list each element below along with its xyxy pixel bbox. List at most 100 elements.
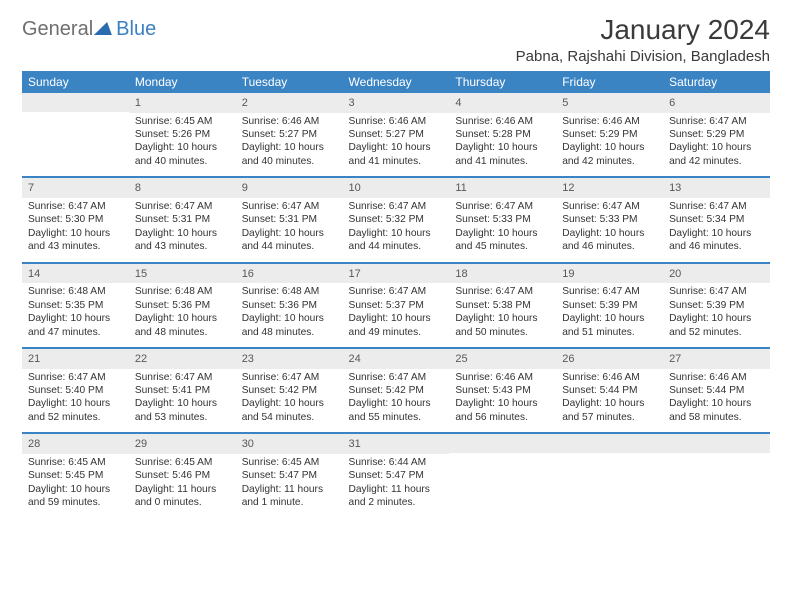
day-info: Sunrise: 6:47 AMSunset: 5:31 PMDaylight:… — [236, 198, 343, 262]
day-cell: 4Sunrise: 6:46 AMSunset: 5:28 PMDaylight… — [449, 93, 556, 177]
day-cell: 12Sunrise: 6:47 AMSunset: 5:33 PMDayligh… — [556, 178, 663, 262]
day-cell: 8Sunrise: 6:47 AMSunset: 5:31 PMDaylight… — [129, 178, 236, 262]
weekday-header: Sunday — [22, 71, 129, 93]
month-title: January 2024 — [516, 14, 770, 46]
weekday-header: Thursday — [449, 71, 556, 93]
day-cell: 19Sunrise: 6:47 AMSunset: 5:39 PMDayligh… — [556, 264, 663, 348]
day-cell: 5Sunrise: 6:46 AMSunset: 5:29 PMDaylight… — [556, 93, 663, 177]
day-info: Sunrise: 6:47 AMSunset: 5:32 PMDaylight:… — [343, 198, 450, 262]
day-cell: 20Sunrise: 6:47 AMSunset: 5:39 PMDayligh… — [663, 264, 770, 348]
logo-text-blue: Blue — [116, 18, 156, 41]
day-number: 8 — [129, 178, 236, 198]
day-number: 20 — [663, 264, 770, 284]
day-number: 10 — [343, 178, 450, 198]
day-cell: 18Sunrise: 6:47 AMSunset: 5:38 PMDayligh… — [449, 264, 556, 348]
day-info: Sunrise: 6:47 AMSunset: 5:39 PMDaylight:… — [663, 283, 770, 347]
day-cell: 26Sunrise: 6:46 AMSunset: 5:44 PMDayligh… — [556, 349, 663, 433]
day-number: 5 — [556, 93, 663, 113]
day-number: 15 — [129, 264, 236, 284]
day-number: 30 — [236, 434, 343, 454]
day-cell — [449, 434, 556, 517]
day-number: 16 — [236, 264, 343, 284]
day-number: 19 — [556, 264, 663, 284]
day-cell: 9Sunrise: 6:47 AMSunset: 5:31 PMDaylight… — [236, 178, 343, 262]
location-text: Pabna, Rajshahi Division, Bangladesh — [516, 48, 770, 65]
day-cell: 16Sunrise: 6:48 AMSunset: 5:36 PMDayligh… — [236, 264, 343, 348]
day-number: 7 — [22, 178, 129, 198]
day-info: Sunrise: 6:45 AMSunset: 5:45 PMDaylight:… — [22, 454, 129, 518]
day-info: Sunrise: 6:47 AMSunset: 5:29 PMDaylight:… — [663, 113, 770, 177]
day-number: 12 — [556, 178, 663, 198]
day-info: Sunrise: 6:47 AMSunset: 5:40 PMDaylight:… — [22, 369, 129, 433]
week-row: 28Sunrise: 6:45 AMSunset: 5:45 PMDayligh… — [22, 434, 770, 517]
day-cell: 2Sunrise: 6:46 AMSunset: 5:27 PMDaylight… — [236, 93, 343, 177]
day-info: Sunrise: 6:46 AMSunset: 5:27 PMDaylight:… — [236, 113, 343, 177]
calendar-table: SundayMondayTuesdayWednesdayThursdayFrid… — [22, 71, 770, 518]
day-info: Sunrise: 6:46 AMSunset: 5:43 PMDaylight:… — [449, 369, 556, 433]
day-info: Sunrise: 6:47 AMSunset: 5:31 PMDaylight:… — [129, 198, 236, 262]
day-number: 23 — [236, 349, 343, 369]
day-info: Sunrise: 6:45 AMSunset: 5:46 PMDaylight:… — [129, 454, 236, 518]
day-number: 28 — [22, 434, 129, 454]
day-info: Sunrise: 6:46 AMSunset: 5:29 PMDaylight:… — [556, 113, 663, 177]
day-cell: 1Sunrise: 6:45 AMSunset: 5:26 PMDaylight… — [129, 93, 236, 177]
day-info: Sunrise: 6:47 AMSunset: 5:39 PMDaylight:… — [556, 283, 663, 347]
day-info: Sunrise: 6:47 AMSunset: 5:38 PMDaylight:… — [449, 283, 556, 347]
day-number: 24 — [343, 349, 450, 369]
day-info: Sunrise: 6:45 AMSunset: 5:26 PMDaylight:… — [129, 113, 236, 177]
day-number: 17 — [343, 264, 450, 284]
day-cell: 22Sunrise: 6:47 AMSunset: 5:41 PMDayligh… — [129, 349, 236, 433]
logo-text-general: General — [22, 18, 93, 41]
day-cell: 11Sunrise: 6:47 AMSunset: 5:33 PMDayligh… — [449, 178, 556, 262]
day-info: Sunrise: 6:48 AMSunset: 5:35 PMDaylight:… — [22, 283, 129, 347]
day-cell: 25Sunrise: 6:46 AMSunset: 5:43 PMDayligh… — [449, 349, 556, 433]
day-cell — [556, 434, 663, 517]
day-number: 26 — [556, 349, 663, 369]
day-number: 18 — [449, 264, 556, 284]
day-cell: 29Sunrise: 6:45 AMSunset: 5:46 PMDayligh… — [129, 434, 236, 517]
week-row: 14Sunrise: 6:48 AMSunset: 5:35 PMDayligh… — [22, 264, 770, 348]
day-info: Sunrise: 6:44 AMSunset: 5:47 PMDaylight:… — [343, 454, 450, 518]
day-cell: 15Sunrise: 6:48 AMSunset: 5:36 PMDayligh… — [129, 264, 236, 348]
logo: General Blue — [22, 14, 156, 41]
day-info: Sunrise: 6:48 AMSunset: 5:36 PMDaylight:… — [236, 283, 343, 347]
day-cell — [663, 434, 770, 517]
weekday-header-row: SundayMondayTuesdayWednesdayThursdayFrid… — [22, 71, 770, 93]
day-cell: 14Sunrise: 6:48 AMSunset: 5:35 PMDayligh… — [22, 264, 129, 348]
day-number: 6 — [663, 93, 770, 113]
day-info: Sunrise: 6:46 AMSunset: 5:28 PMDaylight:… — [449, 113, 556, 177]
day-number: 11 — [449, 178, 556, 198]
day-number: 13 — [663, 178, 770, 198]
day-info: Sunrise: 6:47 AMSunset: 5:41 PMDaylight:… — [129, 369, 236, 433]
weekday-header: Wednesday — [343, 71, 450, 93]
day-cell: 10Sunrise: 6:47 AMSunset: 5:32 PMDayligh… — [343, 178, 450, 262]
day-info: Sunrise: 6:47 AMSunset: 5:34 PMDaylight:… — [663, 198, 770, 262]
day-number: 2 — [236, 93, 343, 113]
day-info: Sunrise: 6:46 AMSunset: 5:44 PMDaylight:… — [663, 369, 770, 433]
day-number: 4 — [449, 93, 556, 113]
day-info: Sunrise: 6:46 AMSunset: 5:27 PMDaylight:… — [343, 113, 450, 177]
week-row: 21Sunrise: 6:47 AMSunset: 5:40 PMDayligh… — [22, 349, 770, 433]
day-cell: 13Sunrise: 6:47 AMSunset: 5:34 PMDayligh… — [663, 178, 770, 262]
calendar-body: 1Sunrise: 6:45 AMSunset: 5:26 PMDaylight… — [22, 93, 770, 518]
week-row: 7Sunrise: 6:47 AMSunset: 5:30 PMDaylight… — [22, 178, 770, 262]
day-number: 29 — [129, 434, 236, 454]
day-cell: 21Sunrise: 6:47 AMSunset: 5:40 PMDayligh… — [22, 349, 129, 433]
day-number: 9 — [236, 178, 343, 198]
day-cell: 27Sunrise: 6:46 AMSunset: 5:44 PMDayligh… — [663, 349, 770, 433]
day-cell: 31Sunrise: 6:44 AMSunset: 5:47 PMDayligh… — [343, 434, 450, 517]
day-info: Sunrise: 6:48 AMSunset: 5:36 PMDaylight:… — [129, 283, 236, 347]
weekday-header: Monday — [129, 71, 236, 93]
day-info: Sunrise: 6:47 AMSunset: 5:42 PMDaylight:… — [236, 369, 343, 433]
day-info: Sunrise: 6:47 AMSunset: 5:37 PMDaylight:… — [343, 283, 450, 347]
day-cell: 6Sunrise: 6:47 AMSunset: 5:29 PMDaylight… — [663, 93, 770, 177]
day-info: Sunrise: 6:47 AMSunset: 5:33 PMDaylight:… — [449, 198, 556, 262]
day-cell: 7Sunrise: 6:47 AMSunset: 5:30 PMDaylight… — [22, 178, 129, 262]
day-info: Sunrise: 6:47 AMSunset: 5:42 PMDaylight:… — [343, 369, 450, 433]
weekday-header: Tuesday — [236, 71, 343, 93]
logo-triangle-icon — [94, 22, 116, 35]
day-number: 3 — [343, 93, 450, 113]
week-row: 1Sunrise: 6:45 AMSunset: 5:26 PMDaylight… — [22, 93, 770, 177]
weekday-header: Friday — [556, 71, 663, 93]
day-cell: 3Sunrise: 6:46 AMSunset: 5:27 PMDaylight… — [343, 93, 450, 177]
